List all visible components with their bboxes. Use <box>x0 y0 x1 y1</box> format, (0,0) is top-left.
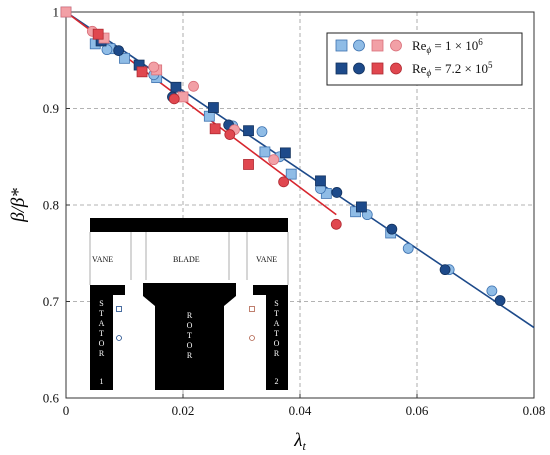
data-point-dark-blue-square <box>243 125 254 137</box>
x-axis-title: λt <box>293 430 306 453</box>
inset-label-stator-right: S <box>274 299 278 308</box>
inset-stator-number-1: 1 <box>100 377 104 386</box>
data-point-light-blue-square <box>259 146 271 158</box>
data-point-dark-red-square <box>136 66 148 78</box>
inset-stator-right <box>253 285 288 390</box>
data-point-dark-blue-square <box>315 175 326 187</box>
data-point-dark-red-circle <box>224 129 236 140</box>
x-tick-label: 0.02 <box>172 403 195 418</box>
data-point-dark-blue-circle <box>439 264 451 276</box>
inset-label-stator-right: T <box>274 329 279 338</box>
data-point-light-blue-circle <box>486 285 498 297</box>
legend-marker-light-blue-square <box>335 39 348 52</box>
inset-label-rotor: O <box>187 341 193 350</box>
inset-probe-circle-left <box>116 335 122 341</box>
legend-marker-dark-blue-circle <box>353 62 365 75</box>
legend-marker-dark-blue-square <box>335 62 348 75</box>
inset-rotor <box>143 283 236 390</box>
inset-label-rotor: T <box>187 331 192 340</box>
x-tick-label: 0.08 <box>523 403 546 418</box>
data-point-dark-blue-circle <box>386 223 398 235</box>
legend-label-1: Reϕ = 1 × 106 <box>412 37 483 55</box>
inset-label-stator-left: A <box>99 319 105 328</box>
data-point-dark-blue-square <box>208 102 219 113</box>
data-point-light-red-square <box>177 91 189 103</box>
inset-label-stator-left: O <box>99 339 105 348</box>
inset-label-rotor: R <box>187 351 193 360</box>
data-point-dark-red-circle <box>168 93 180 105</box>
inset-label-stator-right: O <box>274 339 280 348</box>
data-point-light-blue-circle <box>256 126 268 138</box>
legend: Reϕ = 1 × 106 Reϕ = 7.2 × 105 <box>326 32 523 86</box>
legend-marker-dark-red-circle <box>390 62 402 75</box>
data-point-dark-blue-square <box>279 147 291 159</box>
inset-probe-square-right <box>249 306 255 312</box>
inset-stator-left <box>90 285 125 390</box>
data-points <box>60 6 506 306</box>
y-tick-label: 1 <box>53 5 60 20</box>
inset-label-vane-right: VANE <box>256 255 277 264</box>
data-point-dark-blue-circle <box>494 295 506 306</box>
legend-marker-dark-red-square <box>371 62 384 75</box>
inset-label-stator-left: T <box>99 309 104 318</box>
data-point-dark-red-circle <box>278 176 290 188</box>
inset-label-stator-left: T <box>99 329 104 338</box>
inset-label-vane-left: VANE <box>92 255 113 264</box>
y-tick-label: 0.7 <box>43 294 60 309</box>
data-point-dark-blue-square <box>170 81 182 93</box>
y-tick-label: 0.8 <box>43 198 59 213</box>
x-tick-label: 0.04 <box>289 403 312 418</box>
data-point-light-red-circle <box>268 154 280 166</box>
inset-label-stator-right: A <box>274 319 280 328</box>
data-point-light-blue-square <box>285 168 297 180</box>
inset-label-stator-right: T <box>274 309 279 318</box>
inset-label-stator-right: R <box>274 349 280 358</box>
data-point-light-blue-square <box>119 52 130 64</box>
data-point-light-blue-circle <box>402 243 414 254</box>
inset-probe-square-left <box>116 306 122 312</box>
legend-marker-light-red-square <box>371 39 384 52</box>
inset-label-stator-left: R <box>99 349 105 358</box>
data-point-dark-blue-circle <box>331 187 343 198</box>
data-point-light-red-circle <box>188 80 199 92</box>
data-point-dark-red-circle <box>330 218 342 230</box>
legend-marker-light-red-circle <box>390 39 402 52</box>
data-point-dark-blue-circle <box>113 45 125 56</box>
y-tick-label: 0.6 <box>43 391 60 406</box>
data-point-dark-red-square <box>243 159 254 170</box>
inset-label-rotor: R <box>187 311 193 320</box>
inset-top-bar <box>90 218 288 232</box>
data-point-light-red-circle <box>148 61 160 73</box>
inset-probe-circle-right <box>249 335 255 341</box>
y-axis-title: β/β* <box>8 188 29 223</box>
x-tick-label: 0 <box>63 403 70 418</box>
inset-label-stator-left: S <box>99 299 103 308</box>
data-point-dark-red-square <box>92 28 104 40</box>
x-tick-label: 0.06 <box>406 403 429 418</box>
legend-marker-light-blue-circle <box>353 39 365 52</box>
data-point-light-blue-circle <box>101 44 113 56</box>
inset-stator-number-2: 2 <box>275 377 279 386</box>
ticks: 0 0.02 0.04 0.06 0.08 0.6 0.7 0.8 0.9 1 <box>43 5 546 419</box>
data-point-dark-blue-square <box>356 201 367 213</box>
data-point-dark-red-square <box>209 123 221 135</box>
inset-label-rotor: O <box>187 321 193 330</box>
inset-label-blade: BLADE <box>173 255 200 264</box>
legend-label-2: Reϕ = 7.2 × 105 <box>412 60 493 78</box>
y-tick-label: 0.9 <box>43 101 59 116</box>
data-point-light-red-square <box>60 6 72 18</box>
